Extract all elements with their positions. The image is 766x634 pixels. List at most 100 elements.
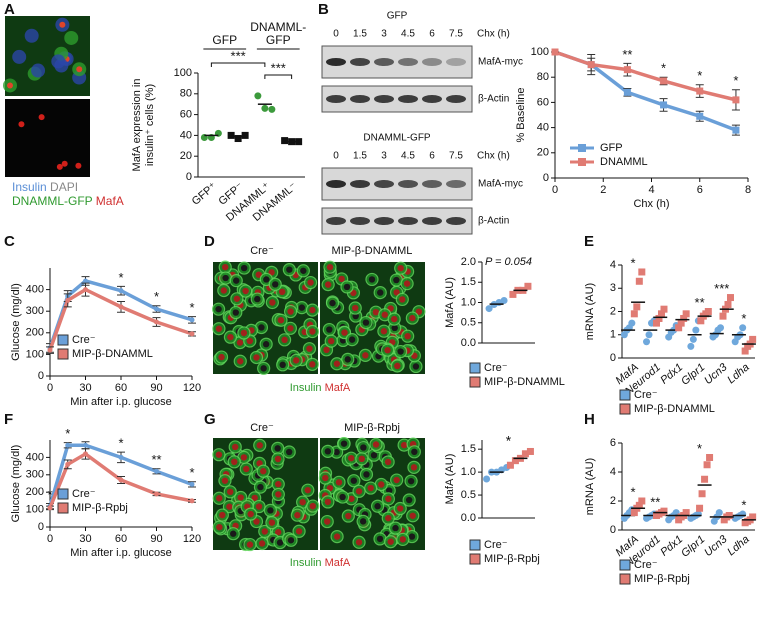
y-tick-label: 1.5: [461, 443, 476, 455]
panel-label: A: [4, 1, 15, 18]
blot-band: [374, 180, 394, 188]
lane-unit: Chx (h): [477, 29, 510, 40]
micrograph-nucleus: [367, 484, 374, 492]
data-point: [623, 88, 631, 96]
significance: *: [65, 426, 70, 441]
y-tick-label: 20: [537, 147, 549, 159]
micrograph-nucleus: [384, 347, 391, 354]
data-point: [268, 105, 276, 113]
lane-label: 4.5: [401, 151, 415, 162]
micrograph-nucleus: [287, 537, 295, 544]
panel-label: H: [584, 411, 595, 428]
micrograph-nucleus: [268, 519, 276, 526]
micrograph-label: MIP-β-DNAMML: [332, 245, 413, 257]
micrograph-nucleus: [390, 315, 398, 323]
micrograph-nucleus: [322, 474, 329, 482]
blot-band: [326, 217, 346, 225]
micrograph-nucleus: [324, 448, 332, 455]
micrograph-nucleus: [59, 21, 66, 28]
blot-row-label: MafA-myc: [478, 179, 523, 190]
micrograph-nucleus: [292, 357, 300, 364]
y-tick-label: 0.0: [461, 512, 476, 524]
significance: *: [741, 497, 746, 512]
micrograph-nucleus: [376, 535, 384, 543]
micrograph-cell: [31, 63, 46, 78]
micrograph-nucleus: [348, 336, 356, 343]
blot-band: [350, 217, 370, 225]
data-point: [630, 509, 638, 517]
micrograph-nucleus: [272, 281, 279, 288]
micrograph-nucleus: [246, 337, 254, 345]
micrograph-nucleus: [226, 503, 233, 510]
significance: **: [695, 295, 705, 310]
x-tick-label: 0: [552, 184, 558, 196]
lane-label: 6: [429, 29, 435, 40]
data-point: [524, 282, 532, 290]
micrograph-nucleus: [345, 512, 352, 520]
micrograph-nucleus: [221, 477, 229, 484]
lane-label: 1.5: [353, 151, 367, 162]
significance: *: [189, 300, 194, 315]
data-point: [83, 451, 88, 457]
y-tick-label: 0.5: [461, 317, 476, 329]
legend-swatch: [57, 348, 69, 360]
x-tick-label: 120: [183, 382, 201, 394]
bracket: [264, 74, 293, 79]
lane-label: 7.5: [449, 29, 463, 40]
y-axis-label: MafA (AU): [444, 277, 456, 328]
micrograph-nucleus: [240, 264, 248, 272]
blot-band: [398, 180, 418, 188]
data-point: [83, 278, 88, 284]
micrograph-nucleus: [399, 296, 406, 303]
x-tick-label: Ldha: [725, 533, 751, 558]
micrograph-nucleus: [295, 528, 303, 535]
data-point: [511, 457, 519, 465]
y-tick-label: 40: [537, 122, 549, 134]
lane-label: 3: [381, 151, 387, 162]
micrograph-nucleus: [333, 360, 341, 367]
legend-swatch: [469, 553, 481, 565]
micrograph-nucleus: [299, 498, 306, 506]
caption-text: MafA: [96, 194, 124, 208]
micrograph-nucleus: [275, 480, 282, 488]
micrograph-nucleus: [227, 333, 234, 341]
x-tick-label: 120: [183, 533, 201, 545]
micrograph-nucleus: [260, 365, 267, 372]
blot-band: [446, 180, 466, 188]
micrograph-nucleus: [326, 263, 334, 271]
micrograph-nucleus: [309, 361, 316, 368]
y-tick-label: 0: [610, 352, 616, 364]
significance: *: [118, 436, 123, 451]
data-point: [254, 92, 262, 100]
legend-label: MIP-β-DNAMML: [72, 348, 153, 360]
data-point: [587, 61, 595, 69]
micrograph-nucleus: [215, 451, 223, 458]
x-tick-label: 90: [150, 533, 162, 545]
data-point: [719, 312, 727, 320]
lane-unit: Chx (h): [477, 151, 510, 162]
data-point: [696, 112, 704, 120]
lane-label: 3: [381, 29, 387, 40]
micrograph-nucleus: [385, 514, 392, 522]
caption-text: DNAMML-GFP: [12, 194, 93, 208]
stain-label: Insulin MafA: [290, 557, 351, 569]
x-axis-label: Min after i.p. glucose: [70, 547, 172, 559]
stain-text: Insulin: [290, 382, 322, 394]
micrograph-nucleus: [237, 494, 244, 501]
stain-text: Insulin: [290, 557, 322, 569]
micrograph-nucleus: [18, 121, 25, 128]
data-point: [154, 306, 159, 312]
micrograph-nucleus: [377, 289, 384, 296]
micrograph-nucleus: [61, 160, 68, 167]
y-tick-label: 0: [38, 370, 44, 382]
data-point: [677, 319, 685, 327]
micrograph-nucleus: [408, 533, 416, 540]
data-point: [118, 288, 124, 294]
data-point: [741, 347, 749, 355]
significance: ***: [714, 281, 729, 296]
data-point: [697, 317, 705, 325]
micrograph-nucleus: [294, 512, 301, 519]
caption-text: Insulin: [12, 180, 47, 194]
data-point: [118, 477, 124, 483]
